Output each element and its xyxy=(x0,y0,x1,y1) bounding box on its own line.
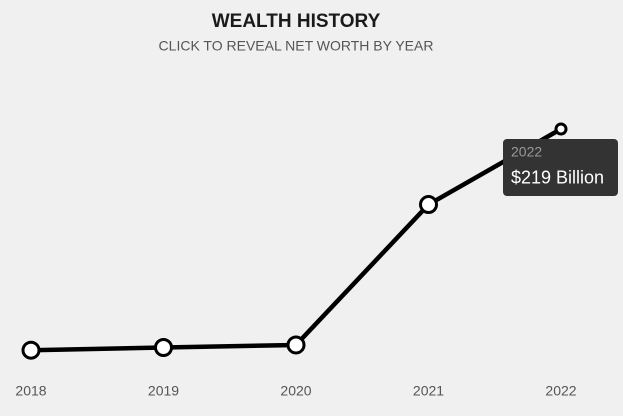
tooltip-year: 2022 xyxy=(511,144,542,160)
data-point[interactable] xyxy=(154,338,173,358)
x-tick-label: 2022 xyxy=(545,383,576,399)
data-point[interactable] xyxy=(554,122,568,136)
data-point[interactable] xyxy=(419,195,438,215)
tooltip-box xyxy=(503,138,618,196)
x-tick-label: 2019 xyxy=(148,383,179,399)
tooltip-value: $219 Billion xyxy=(511,168,604,188)
chart-title: WEALTH HISTORY xyxy=(212,11,381,32)
x-tick-label: 2021 xyxy=(413,383,444,399)
chart-subtitle: CLICK TO REVEAL NET WORTH BY YEAR xyxy=(159,38,434,54)
x-tick-label: 2020 xyxy=(280,383,311,399)
data-point[interactable] xyxy=(286,335,306,355)
x-tick-label: 2018 xyxy=(15,383,46,399)
data-point[interactable] xyxy=(21,340,41,360)
